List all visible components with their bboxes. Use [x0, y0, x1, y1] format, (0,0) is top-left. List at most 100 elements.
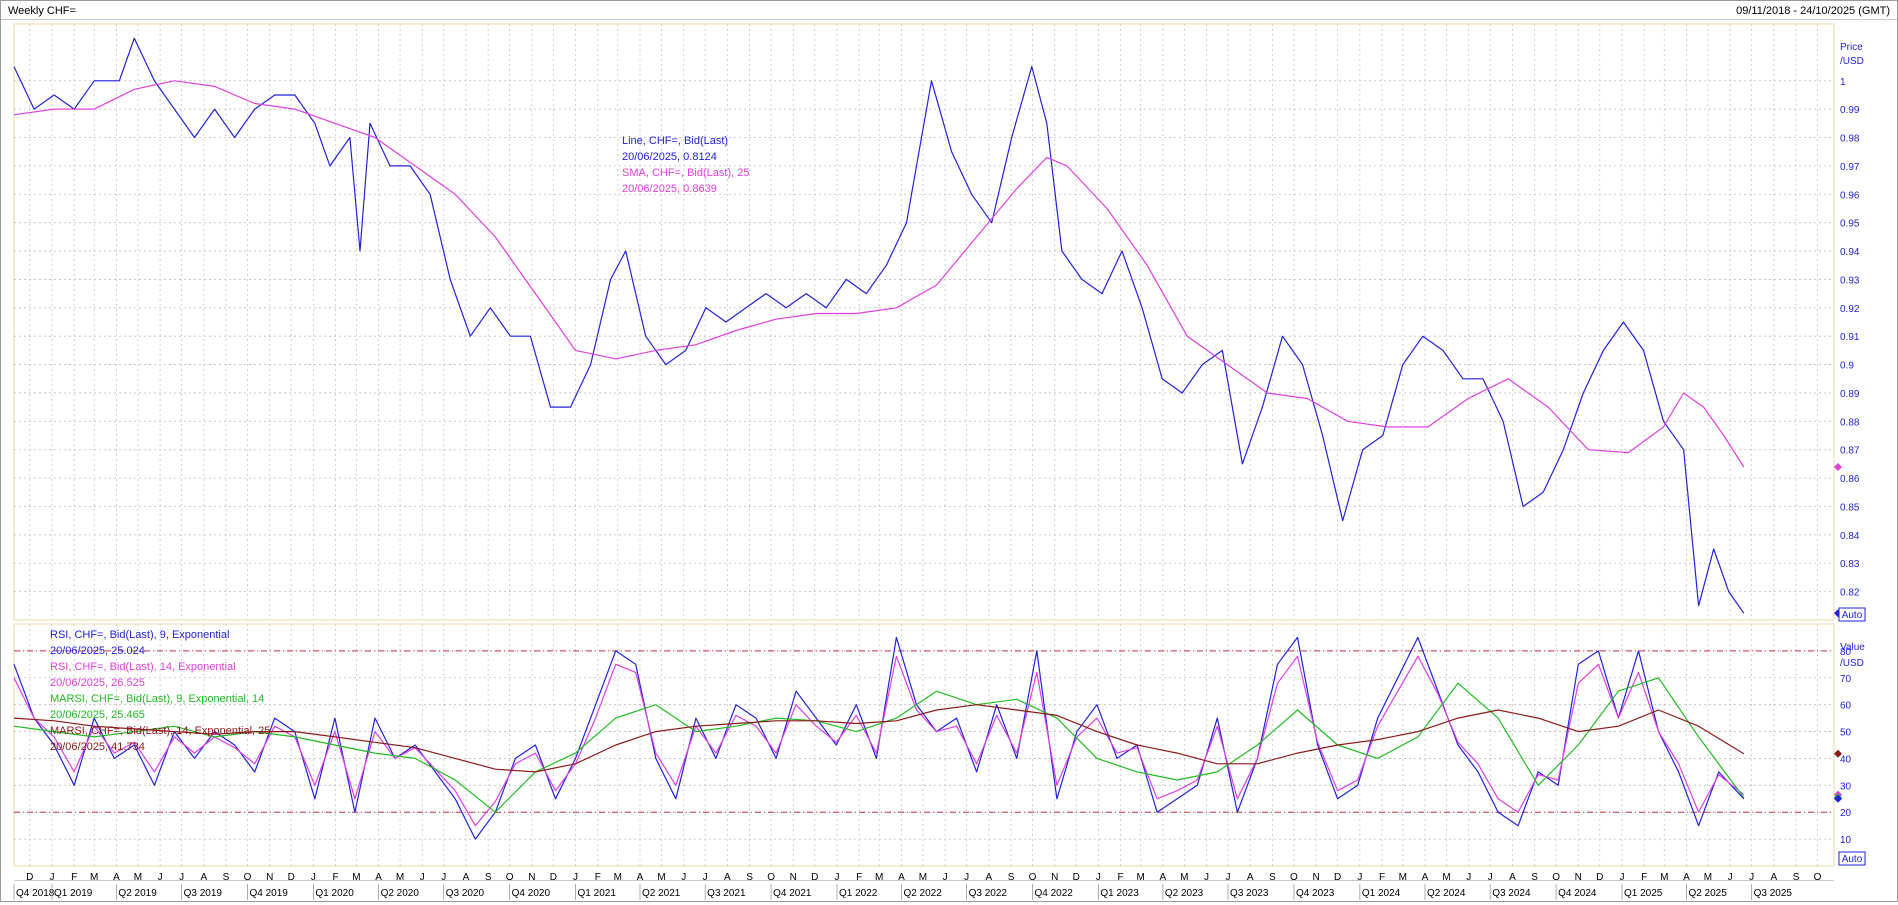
- rsi-series-layer: [13, 636, 1745, 840]
- x-quarter-label: Q4 2024: [1558, 888, 1597, 899]
- x-month-label: A: [1509, 872, 1516, 883]
- x-month-label: M: [352, 872, 360, 883]
- x-month-label: J: [1357, 872, 1362, 883]
- rsi-last-value-marker: [1834, 749, 1842, 758]
- x-month-label: J: [158, 872, 163, 883]
- x-month-label: D: [288, 872, 295, 883]
- x-month-label: J: [1728, 872, 1733, 883]
- price-panel[interactable]: 0.82 0.83 0.84 0.85 0.86 0.87 0.88 0.89 0.9 0.91 0…: [13, 23, 1866, 622]
- x-month-label: D: [1334, 872, 1341, 883]
- price-y-tick-label: 0.82: [1840, 588, 1860, 599]
- x-month-label: A: [1770, 872, 1777, 883]
- rsi-auto-button[interactable]: Auto: [1838, 851, 1866, 866]
- price-y-tick-label: 1: [1840, 77, 1846, 88]
- x-month-label: M: [1399, 872, 1407, 883]
- x-month-label: S: [485, 872, 492, 883]
- rsi-y-axis: 10 20 30 40 50 60 70 80: [1840, 647, 1852, 846]
- rsi-axis-title-2: /USD: [1840, 658, 1864, 669]
- x-quarter-label: Q4 2018: [16, 888, 55, 899]
- x-quarter-label: Q3 2021: [707, 888, 746, 899]
- x-month-label: O: [1552, 872, 1560, 883]
- legend-rsi14-value: 20/06/2025, 26.525: [50, 677, 145, 689]
- legend-sma-name: SMA, CHF=, Bid(Last), 25: [622, 167, 749, 179]
- x-quarter-label: Q4 2022: [1035, 888, 1074, 899]
- x-month-label: F: [595, 872, 601, 883]
- price-auto-button[interactable]: Auto: [1838, 607, 1866, 622]
- x-month-label: N: [1051, 872, 1058, 883]
- x-month-label: S: [1008, 872, 1015, 883]
- x-month-label: F: [1118, 872, 1124, 883]
- x-month-label: F: [333, 872, 339, 883]
- x-axis-quarter-labels: Q4 2018 Q1 2019 Q2 2019 Q3 2019 Q4 2019 Q1 20…: [13, 884, 1793, 900]
- x-month-label: M: [396, 872, 404, 883]
- price-y-tick-label: 0.93: [1840, 275, 1860, 286]
- x-month-label: M: [134, 872, 142, 883]
- x-quarter-label: Q1 2022: [839, 888, 878, 899]
- legend-marsi14-name: MARSI, CHF=, Bid(Last), 14, Exponential,…: [50, 725, 270, 737]
- price-last-value-marker: [1834, 463, 1842, 472]
- x-month-label: N: [1313, 872, 1320, 883]
- x-month-label: D: [811, 872, 818, 883]
- price-legend: Line, CHF=, Bid(Last) 20/06/2025, 0.8124…: [622, 135, 749, 195]
- x-month-label: J: [943, 872, 948, 883]
- x-quarter-label: Q2 2025: [1688, 888, 1727, 899]
- price-y-axis: 0.82 0.83 0.84 0.85 0.86 0.87 0.88 0.89 0.9 0.91 0…: [1840, 77, 1860, 599]
- price-axis-title-2: /USD: [1840, 56, 1864, 67]
- price-y-tick-label: 0.89: [1840, 389, 1860, 400]
- x-month-label: D: [26, 872, 33, 883]
- x-month-label: J: [1466, 872, 1471, 883]
- x-month-label: A: [1160, 872, 1167, 883]
- x-quarter-label: Q3 2022: [969, 888, 1008, 899]
- legend-line-name: Line, CHF=, Bid(Last): [622, 135, 728, 147]
- x-month-label: M: [614, 872, 622, 883]
- x-quarter-label: Q1 2023: [1100, 888, 1139, 899]
- x-quarter-label: Q3 2020: [446, 888, 485, 899]
- rsi-auto-label[interactable]: Auto: [1842, 854, 1863, 865]
- x-month-label: J: [179, 872, 184, 883]
- legend-rsi9-name: RSI, CHF=, Bid(Last), 9, Exponential: [50, 629, 229, 641]
- x-quarter-label: Q3 2019: [184, 888, 223, 899]
- price-auto-label[interactable]: Auto: [1842, 610, 1863, 621]
- x-month-label: J: [1488, 872, 1493, 883]
- rsi-series-line-3: [13, 704, 1745, 773]
- x-month-label: S: [1531, 872, 1538, 883]
- rsi-panel[interactable]: 10 20 30 40 50 60 70 80 Value /USD Auto RSI, CH…: [13, 623, 1866, 867]
- x-month-label: A: [985, 872, 992, 883]
- x-month-label: O: [506, 872, 514, 883]
- legend-line-value: 20/06/2025, 0.8124: [622, 151, 717, 163]
- price-series-line-1: [13, 80, 1745, 468]
- x-month-label: S: [746, 872, 753, 883]
- rsi-series-line-1: [13, 655, 1745, 827]
- x-month-label: F: [71, 872, 77, 883]
- x-month-label: F: [1379, 872, 1385, 883]
- x-quarter-label: Q3 2025: [1754, 888, 1793, 899]
- x-month-label: J: [573, 872, 578, 883]
- x-month-label: S: [1269, 872, 1276, 883]
- x-month-label: O: [1029, 872, 1037, 883]
- x-month-label: M: [1180, 872, 1188, 883]
- x-month-label: J: [1096, 872, 1101, 883]
- x-month-label: J: [1226, 872, 1231, 883]
- x-month-label: N: [790, 872, 797, 883]
- legend-marsi9-name: MARSI, CHF=, Bid(Last), 9, Exponential, …: [50, 693, 264, 705]
- x-month-label: S: [1793, 872, 1800, 883]
- chart-title: Weekly CHF=: [8, 5, 76, 17]
- x-month-label: J: [834, 872, 839, 883]
- x-month-label: A: [463, 872, 470, 883]
- x-month-label: A: [1683, 872, 1690, 883]
- x-month-label: A: [1422, 872, 1429, 883]
- rsi-series-line-2: [13, 677, 1745, 813]
- price-y-tick-label: 0.92: [1840, 304, 1860, 315]
- x-quarter-label: Q2 2023: [1165, 888, 1204, 899]
- x-month-label: M: [1660, 872, 1668, 883]
- rsi-gridlines: [14, 624, 1834, 866]
- price-axis-title-1: Price: [1840, 42, 1863, 53]
- x-month-label: M: [875, 872, 883, 883]
- x-month-label: D: [1073, 872, 1080, 883]
- x-month-label: J: [311, 872, 316, 883]
- price-y-tick-label: 0.96: [1840, 190, 1860, 201]
- rsi-y-tick-label: 70: [1840, 674, 1852, 685]
- x-month-label: A: [113, 872, 120, 883]
